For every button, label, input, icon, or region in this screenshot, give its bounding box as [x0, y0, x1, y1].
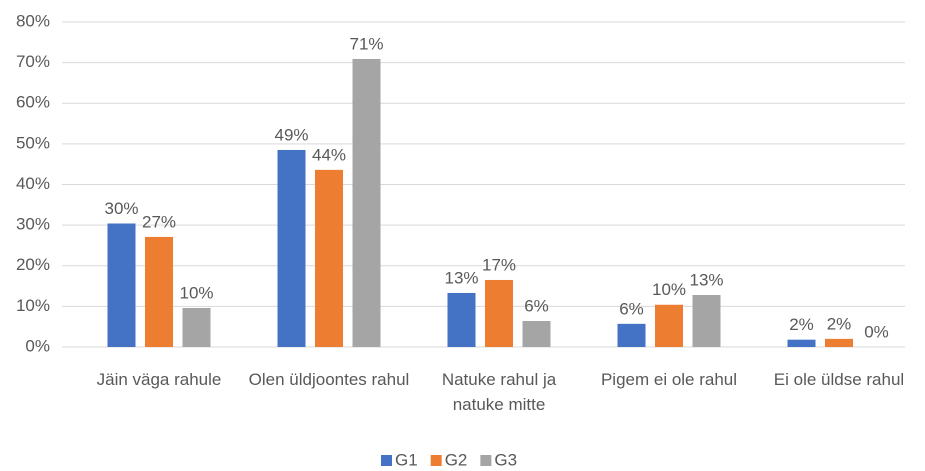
- x-tick-label: Natuke rahul ja natuke mitte: [442, 370, 557, 414]
- bar: [277, 149, 306, 347]
- bar: [655, 304, 683, 347]
- y-tick-label: 10%: [16, 296, 50, 315]
- legend-swatch: [381, 455, 392, 466]
- value-label: 10%: [652, 280, 686, 299]
- y-tick-label: 20%: [16, 255, 50, 274]
- bar: [447, 292, 476, 347]
- x-tick-label: Jäin väga rahule: [97, 370, 222, 389]
- value-label: 13%: [444, 268, 478, 287]
- bar: [352, 58, 381, 347]
- value-label: 13%: [689, 270, 723, 289]
- legend-label: G2: [445, 450, 468, 469]
- bar: [825, 338, 853, 347]
- value-label: 17%: [482, 255, 516, 274]
- y-tick-label: 0%: [25, 336, 50, 355]
- value-label: 30%: [104, 199, 138, 218]
- y-tick-label: 50%: [16, 133, 50, 152]
- value-label: 27%: [142, 212, 176, 231]
- value-label: 6%: [524, 296, 549, 315]
- bar: [315, 169, 343, 347]
- value-label: 0%: [864, 322, 889, 341]
- x-tick-label: Pigem ei ole rahul: [601, 370, 737, 389]
- x-tick-label: Olen üldjoontes rahul: [249, 370, 410, 389]
- value-label: 6%: [619, 299, 644, 318]
- x-tick-label: Ei ole üldse rahul: [774, 370, 904, 389]
- legend-swatch: [480, 455, 492, 466]
- y-tick-label: 40%: [16, 174, 50, 193]
- value-label: 2%: [789, 315, 814, 334]
- value-label: 44%: [312, 145, 346, 164]
- bar: [617, 323, 646, 347]
- y-tick-label: 30%: [16, 215, 50, 234]
- bar: [522, 321, 551, 347]
- bar: [145, 236, 173, 347]
- bar: [692, 295, 721, 347]
- y-tick-label: 70%: [16, 52, 50, 71]
- legend-label: G1: [395, 450, 418, 469]
- y-tick-label: 80%: [16, 11, 50, 30]
- legend-label: G3: [494, 450, 517, 469]
- bar: [182, 308, 211, 347]
- bar: [787, 339, 816, 347]
- value-label: 49%: [274, 125, 308, 144]
- legend-swatch: [430, 455, 442, 466]
- value-label: 2%: [827, 314, 852, 333]
- y-tick-label: 60%: [16, 93, 50, 112]
- value-label: 71%: [349, 34, 383, 53]
- value-label: 10%: [179, 283, 213, 302]
- bar: [107, 223, 136, 347]
- bar: [485, 279, 513, 347]
